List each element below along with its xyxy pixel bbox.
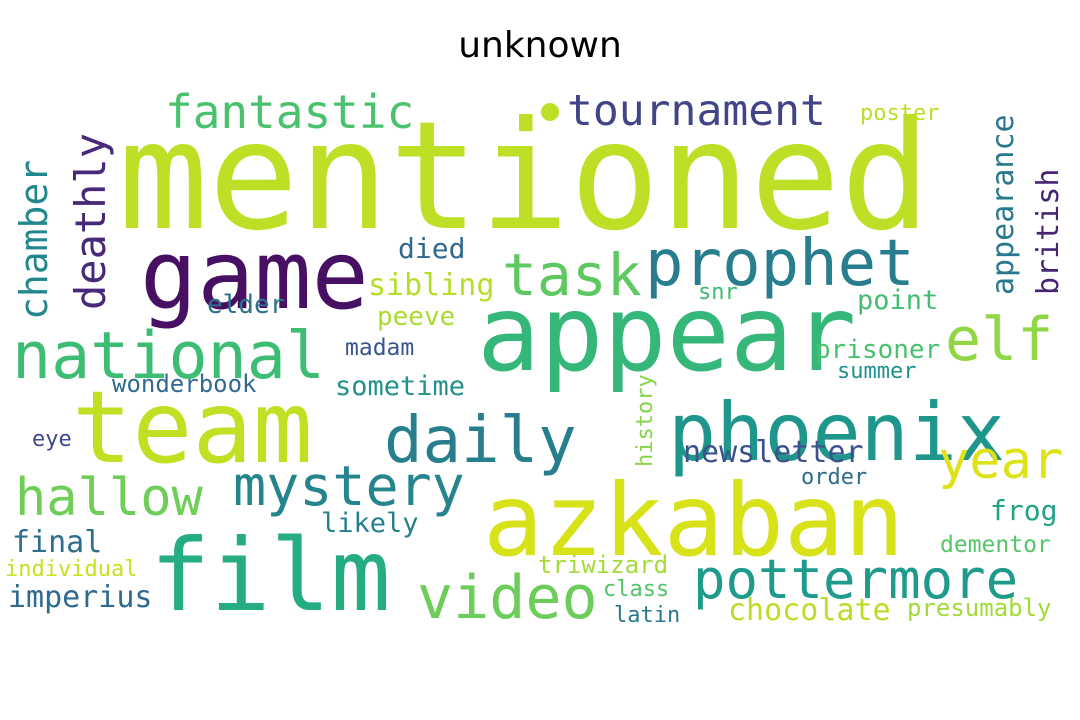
word-year: year xyxy=(938,431,1063,491)
word-frog: frog xyxy=(990,494,1057,527)
word-team: team xyxy=(72,369,313,486)
page-title: unknown xyxy=(458,25,622,66)
word-class: class xyxy=(603,577,669,602)
dot-mark xyxy=(541,103,559,121)
word-game: game xyxy=(140,221,369,331)
word-presumably: presumably xyxy=(907,594,1052,622)
word-elf: elf xyxy=(945,305,1053,375)
word-prisoner: prisoner xyxy=(815,335,940,365)
word-video: video xyxy=(417,563,598,633)
word-individual: individual xyxy=(5,557,137,582)
word-film: film xyxy=(150,517,391,634)
word-deathly: deathly xyxy=(66,133,115,310)
word-snr: snr xyxy=(698,280,738,305)
word-triwizard: triwizard xyxy=(538,551,668,579)
word-sibling: sibling xyxy=(368,268,494,303)
word-national: national xyxy=(12,319,325,394)
word-died: died xyxy=(398,232,465,265)
word-chamber: chamber xyxy=(12,160,56,320)
word-sometime: sometime xyxy=(335,371,465,402)
word-pottermore: pottermore xyxy=(693,548,1018,611)
word-madam: madam xyxy=(345,335,414,361)
word-likely: likely xyxy=(321,508,419,539)
word-tournament: tournament xyxy=(567,86,826,136)
word-daily: daily xyxy=(384,404,577,478)
word-appear: appear xyxy=(477,273,856,395)
word-newsletter: newsletter xyxy=(683,435,864,470)
word-imperius: imperius xyxy=(8,580,153,615)
word-history: history xyxy=(633,374,658,467)
word-order: order xyxy=(801,465,867,490)
word-mystery: mystery xyxy=(233,454,465,518)
word-elder: elder xyxy=(207,290,285,320)
word-task: task xyxy=(502,241,642,309)
word-prophet: prophet xyxy=(645,227,915,301)
word-dementor: dementor xyxy=(940,532,1051,558)
word-eye: eye xyxy=(32,427,72,452)
word-phoenix: phoenix xyxy=(668,386,1005,479)
word-wonderbook: wonderbook xyxy=(112,370,257,398)
word-chocolate: chocolate xyxy=(728,593,891,628)
word-british: british xyxy=(1031,169,1066,295)
word-azkaban: azkaban xyxy=(483,462,904,579)
word-peeve: peeve xyxy=(377,302,455,332)
word-final: final xyxy=(12,525,102,560)
word-fantastic: fantastic xyxy=(165,85,414,139)
word-hallow: hallow xyxy=(15,468,204,528)
word-mentioned: mentioned xyxy=(118,90,931,264)
word-appearance: appearance xyxy=(986,114,1021,295)
word-summer: summer xyxy=(837,359,916,384)
word-point: point xyxy=(857,285,938,316)
word-latin: latin xyxy=(614,603,680,628)
word-poster: poster xyxy=(860,101,939,126)
